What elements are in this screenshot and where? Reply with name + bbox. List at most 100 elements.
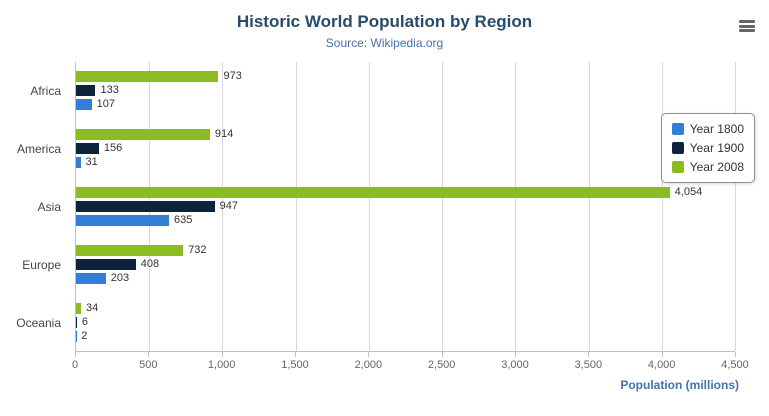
tick-mark (588, 352, 590, 357)
legend-label: Year 1900 (689, 141, 744, 155)
bar-year-1800-asia[interactable] (76, 214, 169, 226)
x-tick-label: 4,500 (721, 359, 749, 371)
bar-groups: 973 133 107 914 156 31 4,054 947 635 732 408 203 34 6… (76, 62, 735, 351)
data-label: 408 (140, 257, 160, 270)
legend-item-year-2008[interactable]: Year 2008 (671, 160, 744, 174)
bar-group-asia: 4,054 947 635 (76, 178, 735, 236)
bar-group-africa: 973 133 107 (76, 62, 735, 120)
legend-symbol (671, 161, 684, 173)
bar-year-2008-oceania[interactable] (76, 302, 81, 314)
x-tick-label: 1,000 (207, 359, 236, 371)
bar-year-1900-america[interactable] (76, 143, 99, 155)
x-tick-label: 500 (139, 359, 158, 371)
tick-mark (441, 352, 443, 357)
gridline (442, 62, 444, 351)
gridline (368, 62, 370, 351)
x-axis: 0 500 1,000 1,500 2,000 2,500 3,000 3,500 4,000 4… (71, 352, 749, 378)
x-tick-label: 4,000 (647, 359, 676, 371)
legend-label: Year 2008 (689, 160, 744, 174)
legend-item-year-1800[interactable]: Year 1800 (671, 122, 744, 136)
bar-row: 4,054 (76, 185, 735, 198)
chart-title: Historic World Population by Region (236, 12, 533, 31)
x-tick-label: 2,000 (354, 359, 383, 371)
bar-year-1800-europe[interactable] (76, 272, 106, 284)
data-label: 107 (96, 98, 116, 111)
legend-label: Year 1800 (689, 122, 744, 136)
gridline (588, 62, 590, 351)
bar-group-oceania: 34 6 2 (76, 293, 735, 351)
bar-row: 203 (76, 271, 735, 284)
category-label-asia: Asia (37, 200, 61, 214)
bar-year-2008-europe[interactable] (76, 244, 184, 256)
data-label: 203 (110, 271, 130, 284)
bar-year-2008-africa[interactable] (76, 71, 219, 83)
data-label: 6 (81, 315, 88, 328)
legend-item-year-1900[interactable]: Year 1900 (671, 141, 744, 155)
bar-row: 156 (76, 142, 735, 155)
data-label: 914 (214, 128, 234, 141)
x-tick-label: 3,500 (574, 359, 603, 371)
bar-row: 973 (76, 70, 735, 83)
tick-mark (148, 352, 150, 357)
bar-row: 408 (76, 257, 735, 270)
bar-year-1800-america[interactable] (76, 157, 81, 169)
data-label: 133 (100, 84, 119, 97)
bar-row: 732 (76, 243, 735, 256)
x-tick-label: 0 (71, 359, 79, 371)
tick-mark (515, 352, 516, 357)
tick-mark (295, 352, 296, 357)
bar-year-2008-america[interactable] (76, 129, 210, 141)
bar-group-europe: 732 408 203 (76, 235, 735, 293)
legend: Year 1800 Year 1900 Year 2008 (660, 113, 755, 183)
category-label-africa: Africa (30, 84, 61, 98)
bar-year-1900-oceania[interactable] (76, 316, 77, 328)
gridline (222, 62, 224, 351)
data-label: 947 (219, 199, 239, 212)
data-label: 973 (223, 70, 242, 83)
tick-mark (661, 352, 663, 357)
legend-symbol (671, 123, 684, 135)
data-label: 2 (81, 329, 88, 342)
hamburger-menu-icon (739, 20, 755, 32)
bar-row: 34 (76, 301, 735, 314)
plot-area: 973 133 107 914 156 31 4,054 947 635 732 408 203 34 6… (75, 62, 736, 352)
data-label: 34 (85, 301, 99, 314)
gridline (661, 62, 663, 351)
data-label: 31 (85, 156, 98, 169)
x-tick-label: 2,500 (427, 359, 456, 371)
category-label-america: America (16, 142, 61, 156)
bar-row: 31 (76, 156, 735, 169)
category-label-oceania: Oceania (16, 316, 61, 330)
bar-row: 947 (76, 199, 735, 212)
bar-row: 6 (76, 315, 735, 328)
bar-row: 635 (76, 213, 735, 226)
data-label: 635 (173, 213, 193, 226)
gridline (735, 62, 736, 351)
tick-mark (368, 352, 370, 357)
bar-row: 133 (76, 84, 735, 97)
legend-symbol (671, 142, 684, 154)
tick-mark (75, 352, 76, 357)
x-tick-label: 3,000 (501, 359, 529, 371)
data-label: 156 (103, 142, 123, 155)
gridline (295, 62, 297, 351)
category-label-europe: Europe (22, 258, 61, 272)
gridline (515, 62, 517, 351)
tick-mark (735, 352, 736, 357)
bar-row: 914 (76, 128, 735, 141)
bar-row: 2 (76, 329, 735, 342)
bar-row: 107 (76, 98, 735, 111)
data-label: 732 (188, 243, 207, 256)
bar-group-america: 914 156 31 (76, 120, 735, 178)
bar-year-1900-asia[interactable] (76, 200, 215, 212)
x-axis-title: Population (millions) (620, 378, 739, 392)
data-label: 4,054 (674, 185, 703, 198)
bar-year-1900-africa[interactable] (76, 85, 96, 97)
bar-year-2008-asia[interactable] (76, 186, 670, 198)
bar-year-1900-europe[interactable] (76, 258, 136, 270)
export-menu-button[interactable] (737, 18, 757, 34)
chart-subtitle: Source: Wikipedia.org (325, 36, 444, 50)
bar-year-1800-africa[interactable] (76, 99, 92, 111)
x-tick-label: 1,500 (281, 359, 309, 371)
